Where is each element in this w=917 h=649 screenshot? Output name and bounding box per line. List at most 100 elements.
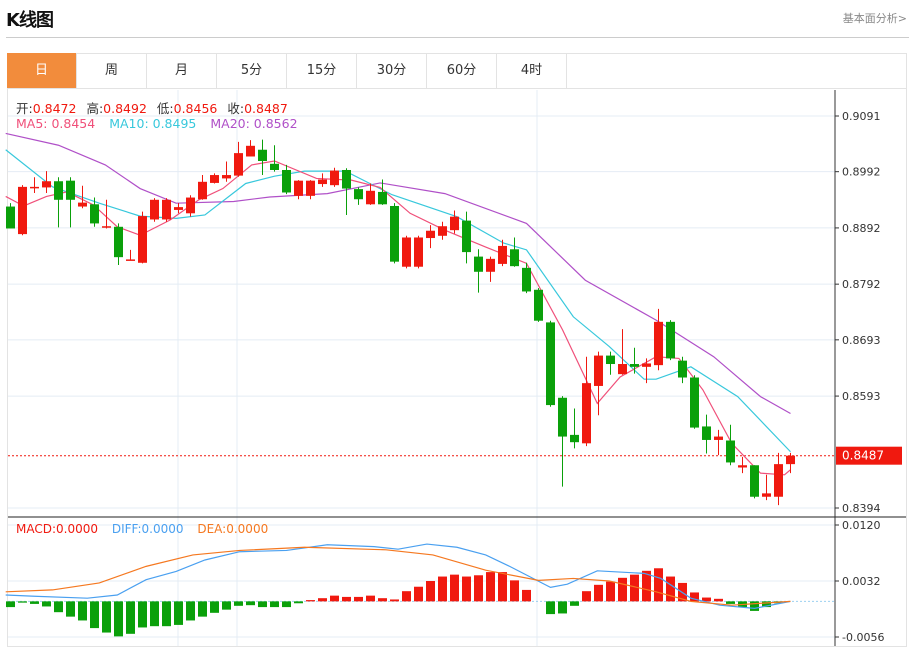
candle-body xyxy=(414,237,423,267)
price-tick-label: 0.8992 xyxy=(842,166,881,179)
fundamental-analysis-link[interactable]: 基本面分析> xyxy=(842,12,907,25)
candle-body xyxy=(270,163,279,170)
tab-4hour[interactable]: 4时 xyxy=(497,53,567,88)
candle-down xyxy=(114,223,123,266)
price-tick-label: 0.8593 xyxy=(842,390,881,403)
macd-bar-positive xyxy=(654,568,663,602)
candle-body xyxy=(54,181,63,200)
price-tick-label: 0.8394 xyxy=(842,502,881,515)
candle-down xyxy=(66,177,75,228)
price-tick-label: 0.8892 xyxy=(842,222,881,235)
candle-down xyxy=(570,408,579,449)
macd-bar-negative xyxy=(270,601,279,608)
macd-bar-negative xyxy=(6,601,15,608)
candle-body xyxy=(378,191,387,205)
macd-bar-negative xyxy=(210,601,219,613)
current-price-badge xyxy=(836,446,902,465)
macd-bar-positive xyxy=(366,595,375,602)
candle-body xyxy=(354,189,363,200)
tab-week[interactable]: 周 xyxy=(77,53,147,88)
candle-body xyxy=(390,205,399,262)
candle-body xyxy=(282,169,291,193)
candle-up xyxy=(306,180,315,200)
candle-body xyxy=(654,321,663,366)
macd-value: MACD:0.0000 xyxy=(16,522,99,536)
candle-body xyxy=(570,434,579,443)
current-price-label: 0.8487 xyxy=(842,449,884,463)
macd-bar-negative xyxy=(78,601,87,621)
candle-down xyxy=(90,197,99,227)
diff-line xyxy=(5,543,791,609)
macd-bar-negative xyxy=(90,601,99,629)
candle-up xyxy=(78,185,87,209)
tab-15min[interactable]: 15分 xyxy=(287,53,357,88)
candle-body xyxy=(498,245,507,264)
macd-bar-negative xyxy=(138,601,147,628)
candle-body xyxy=(294,180,303,196)
close-value: 0.8487 xyxy=(244,101,288,116)
macd-bar-negative xyxy=(258,601,267,608)
price-tick-label: 0.9091 xyxy=(842,110,881,123)
candle-body xyxy=(246,145,255,157)
macd-bar-positive xyxy=(666,576,675,602)
tab-5min[interactable]: 5分 xyxy=(217,53,287,88)
open-value: 0.8472 xyxy=(32,101,77,116)
macd-bar-positive xyxy=(630,574,639,602)
tab-month[interactable]: 月 xyxy=(147,53,217,88)
macd-bar-negative xyxy=(30,601,39,604)
macd-bar-positive xyxy=(618,577,627,602)
macd-bar-positive xyxy=(702,597,711,602)
candle-body xyxy=(426,230,435,239)
price-tick-label: 0.8693 xyxy=(842,334,881,347)
candle-up xyxy=(174,203,183,214)
candle-down xyxy=(522,262,531,294)
candle-body xyxy=(18,186,27,235)
candle-body xyxy=(558,397,567,437)
macd-bar-negative xyxy=(750,601,759,611)
macd-bar-positive xyxy=(450,574,459,602)
candle-down xyxy=(6,203,15,229)
candle-up xyxy=(762,474,771,501)
candle-body xyxy=(738,465,747,468)
page-title: K线图 xyxy=(6,10,54,31)
candle-body xyxy=(306,180,315,196)
candle-body xyxy=(690,377,699,428)
macd-bar-negative xyxy=(66,601,75,617)
macd-bar-negative xyxy=(162,601,171,627)
candle-up xyxy=(582,356,591,447)
tab-60min[interactable]: 60分 xyxy=(427,53,497,88)
candle-body xyxy=(678,360,687,378)
tab-30min[interactable]: 30分 xyxy=(357,53,427,88)
chart-frame xyxy=(7,53,907,647)
candle-down xyxy=(270,145,279,172)
macd-bar-positive xyxy=(354,596,363,602)
candle-body xyxy=(42,181,51,188)
candle-body xyxy=(174,207,183,210)
macd-bar-positive xyxy=(378,598,387,602)
candle-body xyxy=(150,199,159,220)
candle-body xyxy=(714,436,723,440)
candle-body xyxy=(66,180,75,200)
macd-bar-negative xyxy=(726,601,735,604)
macd-bar-positive xyxy=(462,576,471,602)
ma-legend: MA5: 0.8454 MA10: 0.8495 MA20: 0.8562 xyxy=(16,116,304,131)
candle-up xyxy=(366,183,375,205)
candle-body xyxy=(258,149,267,161)
candle-body xyxy=(90,204,99,224)
candle-down xyxy=(378,179,387,205)
macd-bar-positive xyxy=(426,581,435,602)
candle-body xyxy=(462,220,471,253)
open-label: 开: xyxy=(16,101,33,116)
candle-body xyxy=(630,364,639,367)
candle-up xyxy=(210,173,219,184)
candle-body xyxy=(318,179,327,185)
candle-up xyxy=(618,329,627,375)
price-tick-label: 0.8792 xyxy=(842,278,881,291)
macd-bar-positive xyxy=(582,591,591,602)
candle-body xyxy=(786,455,795,465)
candle-up xyxy=(330,167,339,187)
tab-day[interactable]: 日 xyxy=(7,53,77,88)
candle-down xyxy=(342,168,351,215)
candle-up xyxy=(402,235,411,269)
